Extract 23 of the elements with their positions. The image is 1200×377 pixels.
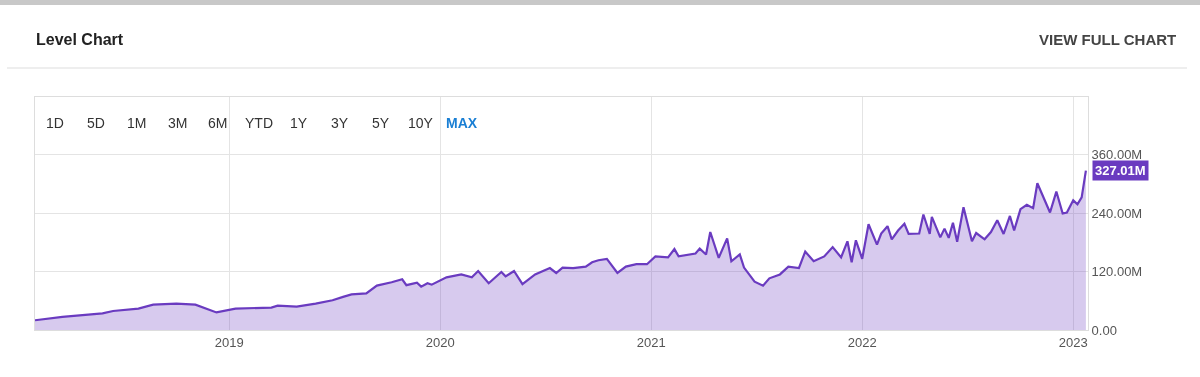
- x-tick-label: 2022: [847, 334, 877, 350]
- annotation: 3Y: [331, 115, 349, 131]
- annotation: 10Y: [408, 115, 434, 131]
- text: VIEW FULL CHART: [1039, 31, 1177, 48]
- y-tick-label: 0.00: [1091, 322, 1117, 338]
- annotation: 1Y: [290, 115, 308, 131]
- chart-title: Level Chart: [36, 31, 124, 48]
- annotation: 5Y: [372, 115, 390, 131]
- x-tick-label: 2019: [214, 334, 244, 350]
- annotation: YTD: [245, 115, 273, 131]
- y-tick-label: 120.00M: [1091, 264, 1143, 280]
- annotation: 3M: [168, 115, 188, 131]
- x-tick-label: 2023: [1058, 334, 1088, 350]
- data-label: 327.01M: [1095, 163, 1146, 178]
- annotation: 1M: [127, 115, 147, 131]
- y-tick-label: 240.00M: [1091, 205, 1143, 221]
- annotation: 6M: [208, 115, 228, 131]
- x-tick-label: 2020: [425, 334, 455, 350]
- annotation: 5D: [87, 115, 105, 131]
- y-tick-label: 360.00M: [1091, 147, 1143, 163]
- annotation: 1D: [46, 115, 64, 131]
- x-tick-label: 2021: [636, 334, 666, 350]
- annotation: MAX: [446, 115, 478, 131]
